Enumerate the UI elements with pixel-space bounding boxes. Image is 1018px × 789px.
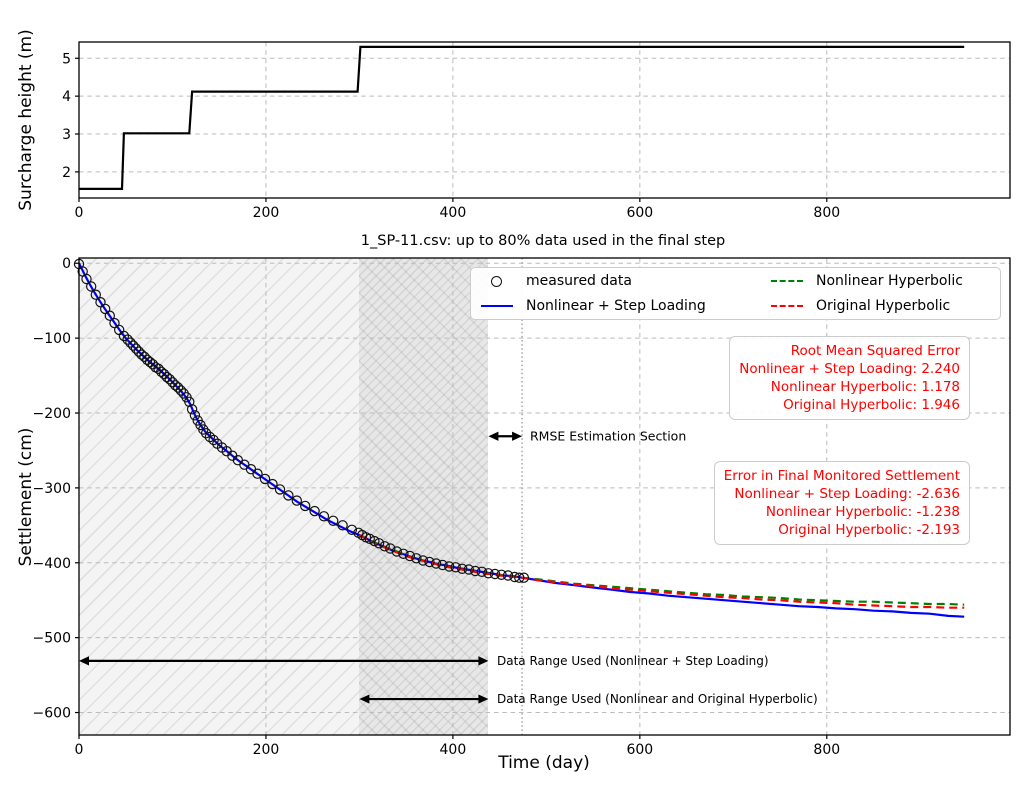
shaded-region-hyperbolic-range (359, 258, 489, 735)
legend-entry-original-hyperbolic: Original Hyperbolic (771, 296, 1000, 316)
surcharge-chart: 0 200 400 600 800 2 3 4 5 (62, 41, 1011, 221)
x-tick-label: 400 (440, 205, 467, 221)
chart-title: 1_SP-11.csv: up to 80% data used in the … (360, 233, 726, 249)
plot-spines (78, 41, 1011, 199)
surcharge-y-axis-label: Surcharge height (m) (16, 29, 36, 211)
settlement-y-axis-label: Settlement (cm) (16, 427, 36, 567)
y-tick-label: 3 (62, 127, 71, 143)
ticks (75, 57, 828, 202)
final-settlement-error-box: Error in Final Monitored Settlement Nonl… (713, 461, 970, 545)
time-x-axis-label: Time (day) (498, 753, 590, 773)
rmse-original-hyperbolic-value: Original Hyperbolic: 1.946 (783, 397, 960, 413)
rmse-box-title: Root Mean Squared Error (790, 343, 960, 359)
legend-label: Nonlinear Hyperbolic (816, 273, 963, 289)
series-surcharge-height (79, 45, 965, 190)
series-original-hyperbolic (358, 534, 965, 609)
y-tick-label: 5 (62, 51, 71, 67)
legend-entry-step-loading: Nonlinear + Step Loading (481, 296, 771, 316)
legend: measured data Nonlinear Hyperbolic Nonli… (470, 267, 1001, 320)
rmse-box: Root Mean Squared Error Nonlinear + Step… (729, 336, 970, 420)
y-tick-label: −500 (33, 631, 71, 647)
grid (78, 42, 1010, 198)
x-tick-label: 400 (440, 742, 467, 758)
legend-label: Original Hyperbolic (816, 298, 951, 314)
arrow-rmse-section (488, 431, 523, 441)
plot-spines (78, 257, 1011, 736)
series-nonlinear-step-loading (78, 262, 965, 618)
rmse-section-annotation: RMSE Estimation Section (530, 428, 687, 444)
y-tick-label: −600 (33, 706, 71, 722)
error-box-title: Error in Final Monitored Settlement (723, 468, 960, 484)
legend-label: Nonlinear + Step Loading (526, 298, 706, 314)
y-tick-label: −400 (33, 556, 71, 572)
circle-marker-icon (491, 275, 502, 287)
blue-solid-line-icon (481, 305, 513, 307)
legend-entry-nonlinear-hyperbolic: Nonlinear Hyperbolic (771, 271, 1000, 291)
y-tick-label: −300 (33, 481, 71, 497)
y-tick-label: −200 (33, 406, 71, 422)
x-tick-label: 800 (813, 742, 840, 758)
rmse-nonlinear-hyperbolic-value: Nonlinear Hyperbolic: 1.178 (770, 379, 960, 395)
green-dashed-line-icon (771, 280, 803, 282)
data-range-hyperbolic-annotation: Data Range Used (Nonlinear and Original … (497, 692, 818, 706)
rmse-step-loading-value: Nonlinear + Step Loading: 2.240 (739, 361, 960, 377)
x-tick-label: 0 (75, 742, 84, 758)
red-dashed-line-icon (771, 305, 803, 307)
arrow-range-hyperbolic (359, 694, 489, 704)
ticks (75, 262, 828, 739)
measured-data-points (73, 258, 530, 583)
error-nonlinear-hyperbolic-value: Nonlinear Hyperbolic: -1.238 (765, 504, 960, 520)
arrow-range-step-loading (79, 656, 489, 666)
x-tick-label: 0 (75, 205, 84, 221)
error-original-hyperbolic-value: Original Hyperbolic: -2.193 (778, 522, 960, 538)
error-step-loading-value: Nonlinear + Step Loading: -2.636 (734, 486, 960, 502)
x-tick-label: 600 (626, 205, 653, 221)
x-tick-label: 200 (253, 205, 280, 221)
y-tick-label: 2 (62, 165, 71, 181)
y-tick-label: −100 (33, 331, 71, 347)
x-tick-label: 600 (626, 742, 653, 758)
legend-label: measured data (526, 273, 632, 289)
y-tick-label: 4 (62, 89, 71, 105)
data-range-step-loading-annotation: Data Range Used (Nonlinear + Step Loadin… (497, 654, 769, 668)
x-tick-label: 200 (253, 742, 280, 758)
y-tick-label: 0 (62, 256, 71, 272)
x-tick-label: 800 (813, 205, 840, 221)
legend-entry-measured-data: measured data (481, 271, 771, 291)
